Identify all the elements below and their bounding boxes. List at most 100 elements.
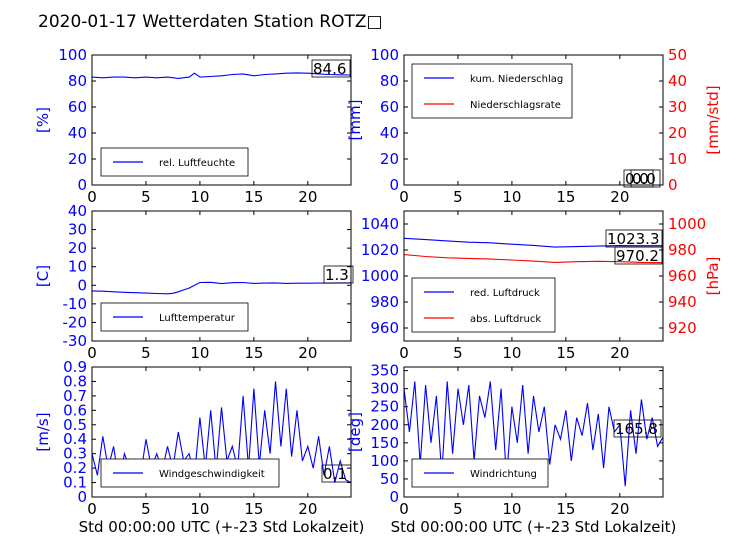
pressure-legend-frame [411, 277, 556, 333]
pressure-ytick-right-label: 940 [668, 293, 697, 311]
humidity-ytick-label: 100 [58, 46, 87, 64]
humidity-ylabel: [%] [34, 107, 52, 133]
precip-xtick-label: 20 [610, 188, 629, 206]
precip-ytick-right-label: 50 [668, 46, 687, 64]
wind_speed-ytick-label: 0 [77, 488, 87, 506]
temperature-axes-frame [91, 210, 352, 342]
humidity-last-value: 84.6 [313, 60, 346, 78]
wind_dir-ytick-label: 50 [380, 470, 399, 488]
precip-ytick-right-label: 20 [668, 124, 687, 142]
pressure-ytick-right-label: 980 [668, 241, 697, 259]
pressure-ytick-right-label: 1000 [668, 215, 706, 233]
wind_dir-xlabel: Std 00:00:00 UTC (+-23 Std Lokalzeit) [391, 518, 677, 536]
wind_speed-legend-label: Windgeschwindigkeit [159, 469, 265, 480]
humidity-axes-frame [91, 54, 352, 186]
temperature-xtick-label: 15 [244, 344, 263, 362]
wind_speed-ytick-label: 0.2 [63, 459, 87, 477]
precip-ytick-right-label: 40 [668, 72, 687, 90]
temperature-legend-label: Lufttemperatur [159, 313, 236, 324]
temperature-ytick-label: -20 [63, 313, 88, 331]
wind_speed-ytick-label: 0.7 [63, 387, 87, 405]
wind_speed-last-value: 0.1 [323, 465, 347, 483]
precip-ylabel: [mm] [346, 100, 364, 141]
pressure-ytick-label: 1000 [361, 267, 399, 285]
precip-legend-label: Niederschlagsrate [470, 100, 561, 111]
wind_speed-ytick-label: 0.8 [63, 372, 87, 390]
pressure-last-value-box [614, 246, 663, 265]
pressure-xtick-label: 5 [453, 344, 463, 362]
precip-xtick-label: 5 [453, 188, 463, 206]
humidity-ytick-label: 0 [77, 176, 87, 194]
wind_speed-ylabel: [m/s] [34, 412, 52, 451]
pressure-legend-label: red. Luftdruck [470, 288, 540, 299]
temperature-ytick-label: -10 [63, 295, 88, 313]
pressure-last-value: 1023.3 [607, 230, 660, 248]
pressure-xtick-label: 20 [610, 344, 629, 362]
wind_speed-last-value-box [321, 464, 352, 483]
wind_dir-last-value-box [613, 419, 662, 438]
pressure-xtick-label: 15 [556, 344, 575, 362]
wind_speed-xtick-label: 20 [298, 500, 317, 518]
pressure-legend-label: abs. Luftdruck [470, 314, 541, 325]
wind_speed-ytick-label: 0.6 [63, 401, 87, 419]
humidity-series-0-line [91, 72, 352, 79]
pressure-ytick-right-label: 920 [668, 319, 697, 337]
wind_dir-last-value: 165.8 [615, 420, 658, 438]
precip-ytick-label: 100 [370, 46, 399, 64]
pressure-ytick-right-label: 960 [668, 267, 697, 285]
temperature-series-0-line [91, 281, 351, 295]
wind_dir-ytick-label: 150 [370, 434, 399, 452]
temperature-ytick-label: 0 [77, 276, 87, 294]
pressure-ylabel-right: [hPa] [704, 257, 722, 296]
wind_speed-xtick-label: 15 [244, 500, 263, 518]
precip-legend-label: kum. Niederschlag [470, 74, 563, 85]
pressure-series-0-line [403, 237, 663, 248]
pressure-ytick-label: 960 [370, 319, 399, 337]
pressure-ytick-label: 980 [370, 293, 399, 311]
temperature-last-value: 1.3 [325, 266, 349, 284]
humidity-xtick-label: 0 [87, 188, 97, 206]
humidity-ytick-label: 40 [68, 124, 87, 142]
wind_speed-xlabel: Std 00:00:00 UTC (+-23 Std Lokalzeit) [79, 518, 365, 536]
wind_speed-xtick-label: 5 [141, 500, 151, 518]
pressure-ytick-label: 1040 [361, 215, 399, 233]
wind_dir-ytick-label: 0 [389, 488, 399, 506]
wind_dir-ytick-label: 350 [370, 362, 399, 380]
figure-title: 2020-01-17 Wetterdaten Station ROTZ□ [38, 12, 383, 32]
wind_dir-legend-label: Windrichtung [470, 469, 537, 480]
wind_speed-xtick-label: 10 [190, 500, 209, 518]
humidity-xtick-label: 5 [141, 188, 151, 206]
precip-legend-frame [411, 63, 573, 119]
temperature-xtick-label: 20 [298, 344, 317, 362]
wind_dir-xtick-label: 5 [453, 500, 463, 518]
temperature-ytick-label: 10 [68, 258, 87, 276]
precip-ytick-right-label: 30 [668, 98, 687, 116]
temperature-last-value-box [323, 265, 354, 284]
precip-ytick-label: 20 [380, 150, 399, 168]
wind_dir-ytick-label: 300 [370, 380, 399, 398]
wind_speed-axes-frame [91, 366, 352, 498]
humidity-ytick-label: 60 [68, 98, 87, 116]
wind_dir-xtick-label: 10 [502, 500, 521, 518]
humidity-xtick-label: 15 [244, 188, 263, 206]
pressure-xtick-label: 0 [399, 344, 409, 362]
temperature-ytick-label: -30 [63, 332, 88, 350]
wind_dir-xtick-label: 15 [556, 500, 575, 518]
pressure-series-1-line [403, 254, 664, 264]
wind_dir-axes-frame [403, 366, 664, 498]
precip-xtick-label: 15 [556, 188, 575, 206]
temperature-ytick-label: 20 [68, 239, 87, 257]
precip-axes-frame [403, 54, 664, 186]
wind_dir-series-0-line [403, 381, 664, 487]
precip-xtick-label: 0 [399, 188, 409, 206]
precip-xtick-label: 10 [502, 188, 521, 206]
wind_dir-ytick-label: 200 [370, 416, 399, 434]
pressure-xtick-label: 10 [502, 344, 521, 362]
wind_speed-ytick-label: 0.1 [63, 474, 87, 492]
temperature-ylabel: [C] [34, 265, 52, 287]
precip-ytick-label: 40 [380, 124, 399, 142]
humidity-xtick-label: 10 [190, 188, 209, 206]
wind_dir-xtick-label: 20 [610, 500, 629, 518]
